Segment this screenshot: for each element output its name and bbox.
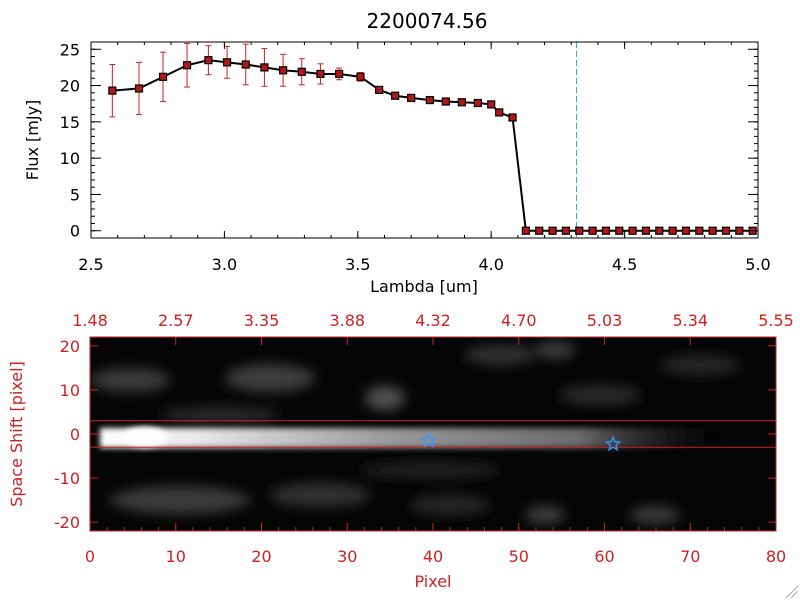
data-point [495,108,504,117]
data-point [356,72,365,81]
top-tick-label: 4.70 [501,311,537,330]
data-point [241,60,250,69]
data-point [375,85,384,95]
data-point [182,61,192,70]
data-point [425,95,434,105]
data-point [134,84,144,93]
data-point [628,226,637,235]
top-tick-label: 2.57 [158,311,194,330]
top-plot-frame [90,41,759,239]
star-markers [420,431,622,452]
top-tick-label: 3.88 [329,311,365,330]
y-tick-label: 5 [70,185,80,204]
x-tick-label: 0 [85,547,95,566]
data-point [655,226,664,235]
top-tick-label: 1.48 [72,311,108,330]
data-point [695,226,704,235]
data-point [391,91,400,100]
star-1-icon [420,431,438,448]
data-point [457,98,466,107]
top-error-bars [109,42,516,121]
data-point [222,58,232,67]
bottom-top-ticks: 1.48 2.57 3.35 3.88 4.32 4.70 5.03 5.34 5.55 [72,311,794,345]
spectral-trace [100,428,740,448]
x-tick-label: 4.0 [478,255,503,274]
spectrum-image [90,337,776,531]
y-tick-label: -20 [54,513,80,532]
x-tick-label: 70 [680,547,700,566]
star-2-icon [604,435,622,452]
x-tick-label: 80 [766,547,786,566]
x-tick-label: 4.5 [612,255,637,274]
top-tick-label: 3.35 [244,311,280,330]
data-point [158,72,168,81]
y-tick-label: 15 [60,113,80,132]
data-point [108,86,117,95]
x-tick-label: 30 [337,547,357,566]
y-tick-label: 20 [60,337,80,356]
data-point [473,98,482,108]
data-point [297,67,306,76]
x-tick-label: 40 [423,547,443,566]
x-tick-label: 50 [509,547,529,566]
data-point [204,56,213,65]
top-tick-label: 5.34 [672,311,708,330]
top-y-ticks: 0 5 10 15 20 25 [60,40,758,241]
data-point [561,226,571,235]
data-point [441,97,450,106]
data-point [316,69,325,79]
data-point [260,63,269,72]
y-tick-label: 10 [60,149,80,168]
data-point [641,226,651,235]
data-point [407,93,416,102]
top-tick-label: 4.32 [415,311,451,330]
x-tick-label: 3.0 [212,255,237,274]
data-point [668,226,677,235]
data-point [735,226,744,235]
x-tick-label: 10 [166,547,186,566]
data-point [535,226,544,235]
top-x-axis-label: Lambda [um] [370,277,478,296]
data-point [487,100,496,109]
top-tick-label: 5.55 [758,311,794,330]
x-tick-label: 3.5 [345,255,370,274]
top-markers [108,56,757,235]
top-series-line [112,59,753,232]
y-tick-label: 0 [70,222,80,241]
data-point [601,226,611,235]
top-chart-title: 2200074.56 [367,9,488,33]
top-y-axis-label: Flux [mJy] [23,100,42,181]
y-tick-label: -10 [54,469,80,488]
bottom-x-axis-label: Pixel [414,572,451,591]
x-tick-label: 20 [251,547,271,566]
data-point [508,113,517,122]
x-tick-label: 5.0 [745,255,770,274]
x-tick-label: 2.5 [78,255,103,274]
bottom-y-axis-label: Space Shift [pixel] [7,361,26,507]
top-tick-label: 5.03 [587,311,623,330]
top-chart: 2.5 3.0 3.5 4.0 4.5 5.0 0 5 10 15 20 25 [60,40,771,274]
bottom-y-ticks: -20 -10 0 10 20 [54,337,776,532]
background-noise [90,341,740,524]
y-tick-label: 10 [60,381,80,400]
data-point [708,226,717,235]
data-point [588,226,597,235]
data-point [521,226,530,235]
bottom-x-ticks: 0 10 20 30 40 50 60 70 80 [85,523,786,566]
data-point [575,226,584,235]
y-tick-label: 0 [70,425,80,444]
data-point [615,226,624,235]
resize-grip-icon[interactable] [785,585,799,599]
top-x-ticks: 2.5 3.0 3.5 4.0 4.5 5.0 [78,42,771,274]
y-tick-label: 25 [60,40,80,59]
x-tick-label: 60 [594,547,614,566]
data-point [681,226,691,235]
data-point [548,226,557,235]
data-point [278,66,288,75]
data-point [721,226,731,235]
data-point [335,69,344,79]
y-tick-label: 20 [60,77,80,96]
